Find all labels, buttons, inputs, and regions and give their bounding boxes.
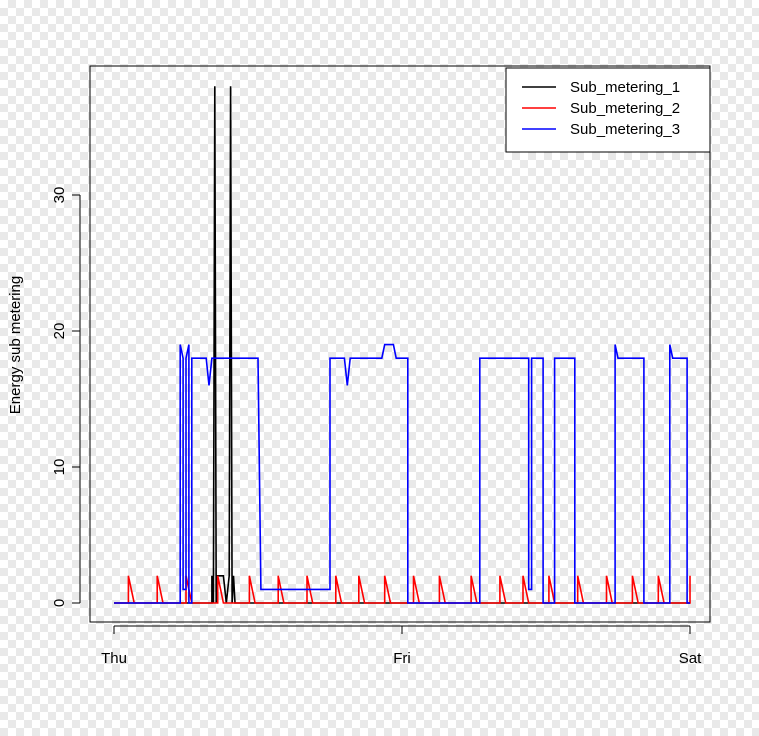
legend-label: Sub_metering_2 bbox=[570, 100, 680, 117]
series-line-3 bbox=[114, 343, 690, 604]
legend-box bbox=[505, 67, 711, 153]
x-axis: Thu Fri Sat bbox=[101, 625, 702, 667]
plot-series bbox=[114, 86, 691, 604]
y-axis: 0 10 20 30 bbox=[51, 187, 81, 607]
x-tick-label: Fri bbox=[393, 650, 411, 667]
y-axis-label: Energy sub metering bbox=[7, 276, 24, 414]
y-tick-label: 10 bbox=[51, 459, 68, 476]
series-line-1 bbox=[114, 86, 690, 604]
y-tick-label: 20 bbox=[51, 323, 68, 340]
x-tick-label: Thu bbox=[101, 650, 127, 667]
x-tick-label: Sat bbox=[679, 650, 702, 667]
legend-label: Sub_metering_3 bbox=[570, 121, 680, 138]
legend-label: Sub_metering_1 bbox=[570, 79, 680, 96]
series-line-2 bbox=[114, 575, 691, 604]
legend: Sub_metering_1 Sub_metering_2 Sub_metering… bbox=[505, 67, 711, 153]
plot-frame bbox=[89, 65, 711, 623]
y-tick-label: 30 bbox=[51, 187, 68, 204]
y-tick-label: 0 bbox=[51, 599, 68, 607]
